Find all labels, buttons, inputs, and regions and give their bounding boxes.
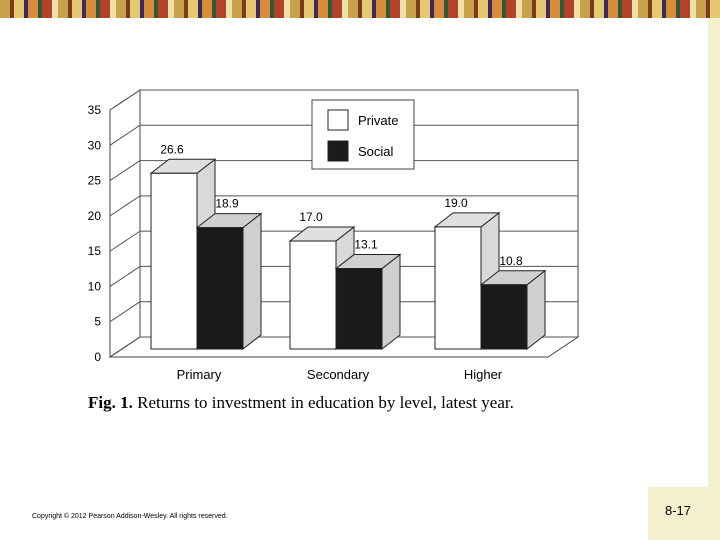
- y-tick-label: 25: [88, 174, 102, 188]
- bar: [480, 284, 528, 350]
- copyright-text: Copyright © 2012 Pearson Addison-Wesley.…: [32, 513, 228, 520]
- y-axis-ticks: 0 5 10 15 20 25 30 35: [88, 103, 102, 364]
- x-tick-label: Primary: [177, 367, 222, 382]
- y-tick-label: 5: [94, 315, 101, 329]
- legend-label: Private: [358, 113, 398, 128]
- bar: [289, 240, 337, 350]
- y-tick-label: 35: [88, 103, 102, 117]
- gridline-side: [109, 336, 141, 358]
- y-tick-label: 0: [94, 350, 101, 364]
- slide-number-box: [648, 487, 720, 540]
- x-tick-label: Higher: [464, 367, 503, 382]
- gridline-side: [109, 89, 141, 111]
- figure-caption: Fig. 1. Returns to investment in educati…: [88, 393, 514, 413]
- gridline-side: [109, 301, 141, 323]
- bars: 26.6 18.9 17.0 13.1 19.0 10.8: [149, 142, 547, 351]
- legend-swatch: [327, 109, 349, 131]
- bar: [196, 227, 244, 350]
- gridline-side: [109, 266, 141, 287]
- x-tick-label: Secondary: [307, 367, 370, 382]
- legend-label: Social: [358, 144, 394, 159]
- bar-side: [242, 212, 262, 351]
- y-tick-label: 10: [88, 279, 102, 293]
- gridline-side: [109, 160, 141, 181]
- legend-swatch: [327, 140, 349, 162]
- gridline-side: [109, 124, 141, 146]
- gridline-side: [109, 230, 141, 252]
- side-wall: [109, 89, 141, 358]
- x-axis-labels: Primary Secondary Higher: [177, 367, 503, 382]
- figure-number: Fig. 1.: [88, 393, 133, 412]
- bar-side: [381, 253, 401, 351]
- data-label: 26.6: [160, 142, 184, 156]
- data-label: 19.0: [444, 196, 468, 210]
- y-tick-label: 15: [88, 244, 102, 258]
- y-tick-label: 20: [88, 209, 102, 223]
- decorative-banner: [0, 0, 720, 18]
- slide-number: 8-17: [664, 503, 692, 518]
- data-label: 17.0: [299, 210, 323, 224]
- side-strip: [708, 18, 720, 488]
- data-label: 18.9: [215, 197, 239, 211]
- bar: [434, 226, 482, 350]
- legend: Private Social: [311, 99, 415, 170]
- data-label: 10.8: [499, 254, 523, 268]
- bar: [150, 172, 198, 350]
- gridline-side: [109, 195, 141, 217]
- data-label: 13.1: [354, 238, 378, 252]
- y-tick-label: 30: [88, 138, 102, 152]
- bar: [335, 268, 383, 350]
- figure-caption-text: Returns to investment in education by le…: [137, 393, 514, 412]
